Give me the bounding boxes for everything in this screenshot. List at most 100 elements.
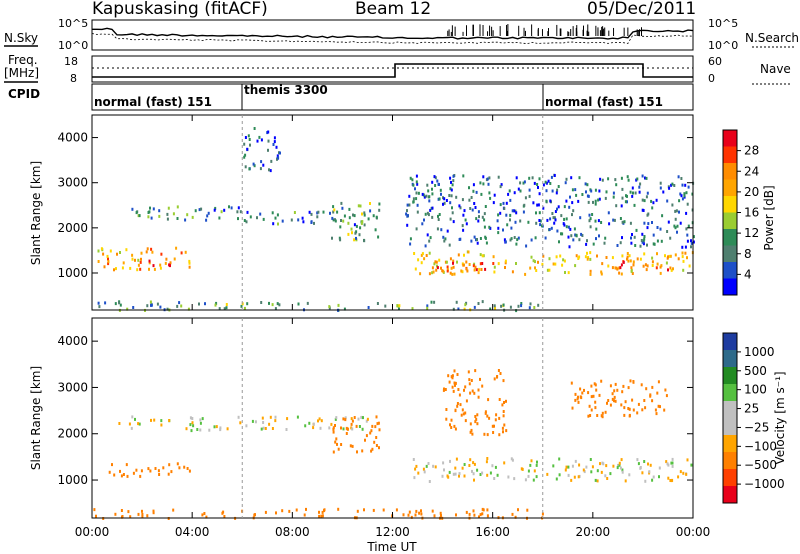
x-tick-label: 04:00: [175, 525, 210, 539]
heatmap-cell: [498, 433, 501, 437]
heatmap-cell: [345, 426, 348, 430]
heatmap-cell: [436, 179, 439, 183]
heatmap-cell: [464, 385, 467, 389]
heatmap-cell: [355, 224, 358, 228]
heatmap-cell: [158, 209, 161, 213]
heatmap-cell: [361, 449, 364, 453]
heatmap-cell: [361, 427, 364, 431]
heatmap-cell: [573, 227, 576, 231]
heatmap-cell: [657, 404, 660, 408]
heatmap-cell: [463, 307, 466, 311]
heatmap-cell: [662, 190, 665, 194]
heatmap-cell: [644, 406, 647, 410]
heatmap-cell: [132, 306, 135, 309]
heatmap-cell: [340, 443, 343, 446]
colorbar-tick-label: −1000: [744, 477, 785, 491]
heatmap-cell: [669, 236, 672, 240]
heatmap-cell: [199, 421, 202, 425]
heatmap-cell: [680, 194, 683, 198]
heatmap-cell: [636, 458, 639, 462]
heatmap-cell: [334, 424, 336, 427]
heatmap-cell: [225, 306, 228, 310]
heatmap-cell: [467, 250, 470, 254]
heatmap-cell: [669, 479, 672, 482]
colorbar-swatch: [723, 179, 737, 197]
heatmap-cell: [515, 242, 518, 246]
heatmap-cell: [502, 303, 505, 307]
heatmap-cell: [201, 513, 204, 517]
heatmap-cell: [600, 414, 603, 418]
nave-tick-bottom: 0: [708, 72, 715, 85]
heatmap-cell: [348, 207, 351, 211]
heatmap-cell: [595, 388, 598, 392]
heatmap-cell: [271, 303, 274, 307]
heatmap-cell: [414, 187, 416, 191]
freq-panel-frame: [91, 55, 694, 83]
heatmap-cell: [406, 203, 409, 207]
heatmap-cell: [458, 204, 461, 208]
heatmap-cell: [131, 253, 134, 257]
heatmap-cell: [530, 238, 533, 242]
heatmap-cell: [686, 202, 689, 206]
heatmap-cell: [273, 136, 276, 140]
heatmap-cell: [575, 193, 578, 197]
heatmap-cell: [479, 181, 482, 185]
heatmap-cell: [448, 243, 451, 247]
heatmap-cell: [465, 510, 468, 514]
heatmap-cell: [269, 415, 272, 419]
heatmap-cell: [561, 232, 564, 236]
heatmap-cell: [366, 417, 369, 421]
colorbar-tick-label: 100: [744, 383, 767, 397]
heatmap-cell: [136, 268, 139, 272]
heatmap-cell: [149, 469, 152, 473]
heatmap-cell: [445, 408, 448, 411]
heatmap-cell: [542, 183, 545, 187]
heatmap-cell: [674, 217, 677, 221]
heatmap-cell: [502, 228, 504, 232]
heatmap-cell: [441, 474, 444, 478]
heatmap-cell: [470, 428, 473, 432]
heatmap-cell: [621, 390, 624, 394]
heatmap-cell: [580, 396, 583, 400]
heatmap-cell: [268, 422, 271, 426]
heatmap-cell: [685, 211, 688, 215]
heatmap-cell: [438, 213, 441, 216]
heatmap-cell: [542, 254, 545, 258]
heatmap-cell: [502, 410, 505, 413]
heatmap-cell: [439, 511, 442, 515]
heatmap-cell: [160, 419, 163, 423]
heatmap-cell: [152, 264, 155, 268]
heatmap-cell: [415, 191, 418, 195]
heatmap-cell: [435, 268, 438, 272]
heatmap-cell: [338, 236, 341, 240]
heatmap-cell: [449, 257, 452, 261]
heatmap-cell: [469, 207, 472, 210]
freq-panel: Freq. [MHz] 18 8 60 0 Nave: [4, 53, 791, 85]
heatmap-cell: [607, 177, 610, 181]
colorbar-swatch: [723, 350, 737, 368]
heatmap-cell: [331, 216, 334, 220]
heatmap-cell: [126, 307, 129, 311]
heatmap-cell: [198, 208, 201, 212]
heatmap-cell: [651, 264, 654, 267]
heatmap-cell: [450, 266, 453, 270]
heatmap-cell: [416, 182, 419, 186]
heatmap-cell: [492, 262, 495, 265]
heatmap-cell: [168, 419, 171, 422]
heatmap-cell: [472, 461, 475, 465]
heatmap-cell: [452, 179, 455, 183]
heatmap-cell: [320, 514, 323, 518]
heatmap-cell: [668, 254, 671, 258]
heatmap-cell: [420, 261, 423, 265]
heatmap-cell: [357, 417, 360, 421]
heatmap-cell: [473, 268, 476, 272]
heatmap-cell: [375, 415, 378, 419]
heatmap-cell: [310, 221, 313, 224]
heatmap-cell: [347, 232, 350, 236]
y-tick-label: 3000: [57, 176, 88, 190]
heatmap-cell: [140, 251, 143, 255]
heatmap-cell: [658, 466, 661, 470]
nave-tick-top: 60: [708, 55, 722, 68]
heatmap-cell: [604, 410, 607, 414]
heatmap-cell: [428, 251, 431, 255]
